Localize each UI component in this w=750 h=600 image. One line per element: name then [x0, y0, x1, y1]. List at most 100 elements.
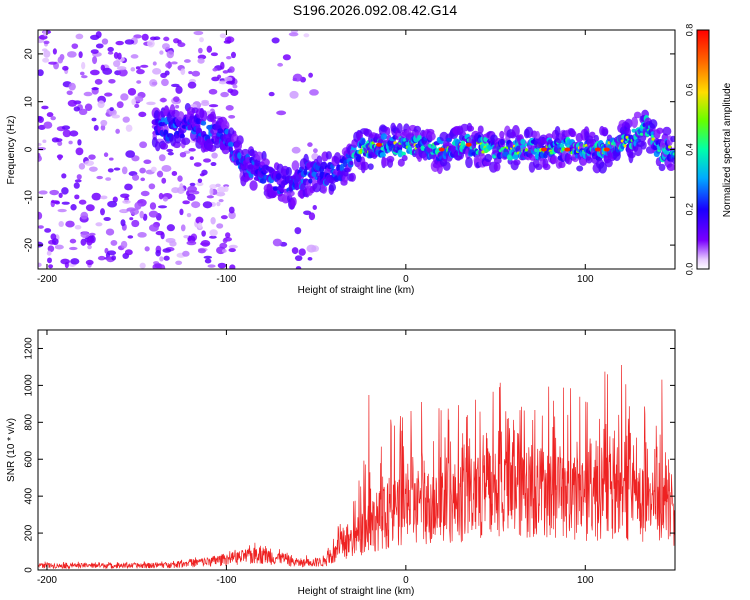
spectrogram-noise-blob [199, 37, 204, 43]
spectrogram-noise-blob [97, 100, 105, 109]
spectrogram-noise-blob [282, 54, 291, 61]
spectrogram-noise-blob [61, 201, 70, 205]
spectrogram-noise-blob [42, 57, 50, 63]
spectrogram-ridge-halo [493, 162, 501, 172]
spectrogram-noise-blob [150, 166, 157, 172]
snr-series-line [38, 364, 675, 570]
spectrogram-noise-blob [312, 204, 317, 210]
spectrogram-noise-blob [58, 192, 63, 198]
spectrogram-noise-blob [92, 56, 98, 65]
snr-y-tick-label: 200 [24, 524, 35, 541]
spectrogram-noise-blob [113, 60, 121, 68]
spectrogram-noise-blob [220, 91, 229, 98]
spectrogram-noise-blob [122, 116, 130, 123]
spectrogram-noise-blob [38, 142, 42, 147]
spectrogram-noise-blob [170, 61, 178, 65]
spectrogram-noise-blob [62, 129, 71, 138]
spectrogram-noise-blob [291, 146, 301, 154]
spectrogram-ridge-halo [631, 116, 638, 128]
spectrogram-noise-blob [126, 207, 136, 212]
snr-x-tick-label: 100 [577, 575, 594, 586]
spectrogram-noise-blob [134, 96, 144, 103]
spectrogram-y-ticks: -20 -10 0 10 20 [24, 48, 675, 252]
spectrogram-ridge-halo [397, 158, 405, 167]
snr-y-tick-label: 1200 [24, 337, 35, 360]
colorbar-tick-label: 0.4 [684, 143, 694, 156]
spectrogram-noise-blob [159, 264, 166, 269]
spectrogram-noise-blob [155, 249, 161, 257]
spectrogram-noise-blob [292, 73, 303, 82]
spectrogram-noise-blob [152, 68, 162, 75]
spectrogram-noise-blob [120, 93, 129, 101]
spectrogram-noise-blob [141, 33, 149, 41]
spectrogram-noise-blob [220, 215, 228, 220]
spectrogram-noise-blob [226, 55, 232, 60]
spectrogram-noise-blob [84, 160, 95, 166]
spectrogram-ridge-halo [613, 149, 621, 162]
spectrogram-noise-blob [70, 204, 77, 211]
spectrogram-noise-blob [198, 47, 203, 54]
spectrogram-ridge-peak [524, 148, 529, 152]
spectrogram-noise-blob [195, 216, 204, 224]
spectrogram-noise-blob [100, 208, 105, 216]
spectrogram-noise-blob [57, 154, 62, 161]
spectrogram-peak [438, 147, 445, 152]
spectrogram-ridge-halo [367, 163, 374, 170]
spectrogram-noise-blob [228, 66, 235, 73]
spectrogram-noise-blob [78, 108, 88, 116]
spectrogram-noise-blob [38, 190, 48, 195]
spectrogram-noise-blob [69, 246, 78, 251]
snr-y-label: SNR (10 * v/v) [6, 418, 17, 482]
spectrogram-noise-blob [191, 201, 201, 209]
spectrogram-ridge-halo [385, 127, 391, 136]
spectrogram-noise-blob [83, 91, 93, 97]
spectrogram-noise-blob [38, 69, 44, 77]
spectrogram-noise-blob [177, 175, 183, 182]
spectrogram-noise-blob [75, 147, 84, 156]
spectrogram-noise-blob [58, 220, 64, 227]
colorbar-tick-label: 0.8 [684, 24, 694, 37]
spectrogram-noise-blob [48, 61, 57, 65]
spectrogram-noise-blob [112, 196, 118, 203]
spectrogram-noise-blob [153, 36, 161, 41]
spectrogram-noise-blob [91, 117, 97, 122]
spectrogram-noise-blob [54, 244, 64, 250]
snr-y-tick-label: 400 [24, 487, 35, 504]
spectrogram-noise-blob [38, 262, 42, 268]
spectrogram-noise-blob [288, 32, 299, 37]
spectrogram-noise-blob [160, 72, 168, 79]
spectrogram-noise-blob [73, 182, 80, 189]
spectrogram-noise-blob [90, 69, 100, 76]
spectrogram-ridge-halo [201, 110, 208, 122]
spectrogram-noise-blob [80, 231, 90, 239]
spectrogram-ridge-core [349, 160, 354, 166]
spectrogram-noise-blob [303, 210, 312, 216]
spectrogram-noise-blob [307, 257, 313, 261]
snr-x-tick-label: -200 [37, 575, 57, 586]
spectrogram-noise-blob [50, 116, 56, 121]
spectrogram-noise-blob [109, 107, 114, 112]
spectrogram-ridge-core [303, 168, 308, 176]
spectrogram-noise-blob [162, 196, 169, 202]
spectrogram-noise-blob [151, 81, 158, 86]
spectrogram-ridge-peak [650, 134, 655, 138]
spectrogram-noise-blob [158, 192, 164, 200]
spectrogram-noise-blob [200, 101, 210, 107]
spectrogram-noise-blob [180, 68, 186, 75]
spectrogram-ridge-halo [320, 184, 328, 194]
spectrogram-noise-blob [116, 101, 124, 109]
spectrogram-ridge-peak [639, 132, 644, 136]
spectrogram-ridge-halo [176, 111, 185, 121]
spectrogram-noise-blob [166, 224, 175, 232]
spectrogram-noise-blob [229, 264, 236, 269]
spectrogram-noise-blob [78, 199, 87, 205]
spectrogram-noise-blob [38, 211, 43, 220]
spectrogram-noise-blob [43, 40, 50, 45]
spectrogram-ridge-core [407, 145, 413, 152]
spectrogram-noise-blob [76, 174, 82, 180]
spectrogram-peak [594, 147, 601, 152]
spectrogram-ridge-halo [576, 165, 584, 172]
spectrogram-noise-blob [163, 36, 170, 42]
spectrogram-noise-blob [295, 266, 302, 269]
spectrogram-noise-blob [97, 255, 106, 261]
